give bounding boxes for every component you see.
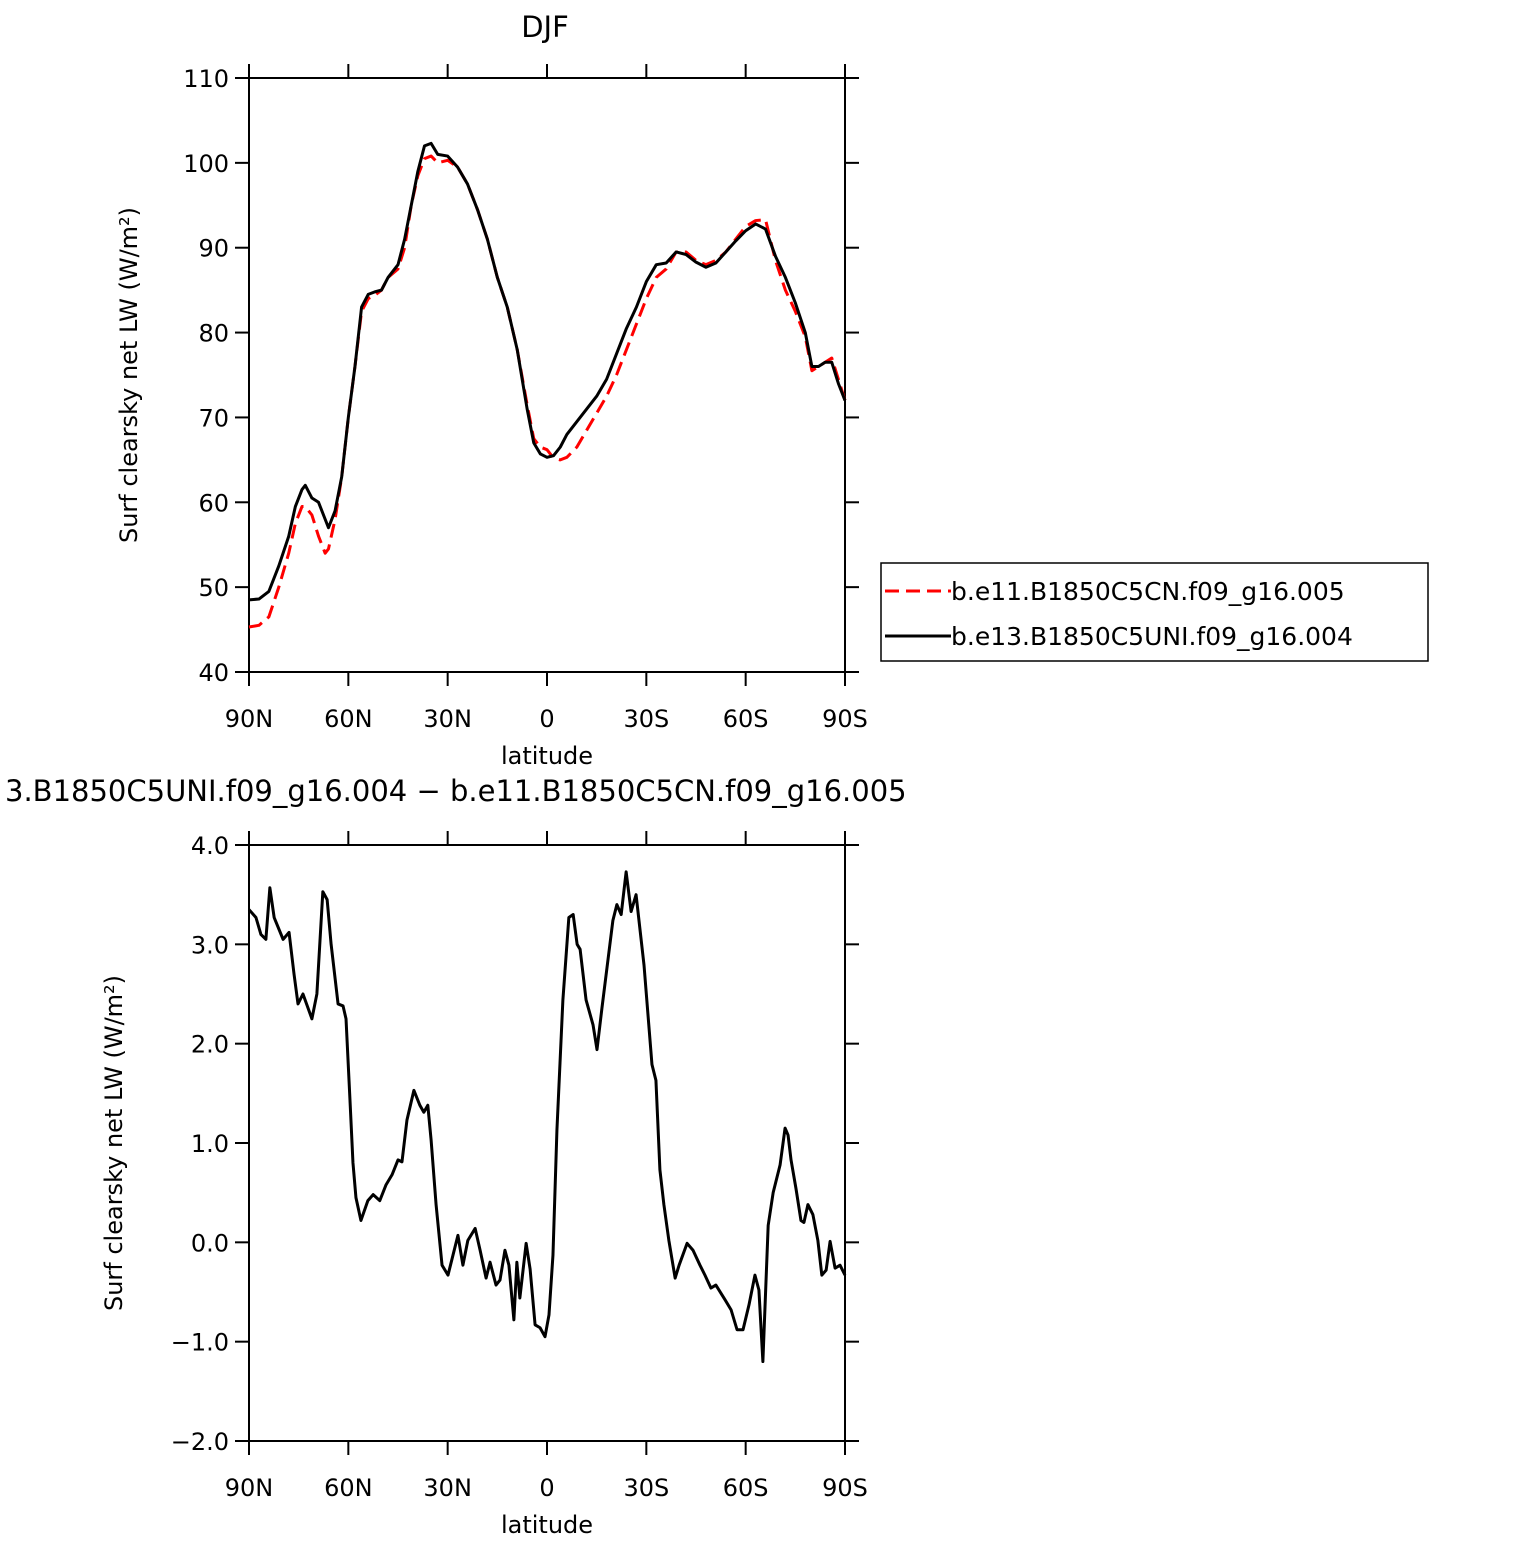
x-axis-label: latitude xyxy=(501,1511,593,1539)
legend-label: b.e13.B1850C5UNI.f09_g16.004 xyxy=(951,622,1353,651)
x-axis-label: latitude xyxy=(501,742,593,770)
y-tick-label: 50 xyxy=(198,574,229,602)
y-tick-label: 3.0 xyxy=(191,931,229,959)
x-tick-label: 30N xyxy=(423,705,472,733)
x-tick-label: 30S xyxy=(623,1474,669,1502)
plot-frame xyxy=(248,77,846,673)
x-tick-label: 30S xyxy=(623,705,669,733)
y-tick-label: 70 xyxy=(198,404,229,432)
x-tick-label: 60S xyxy=(723,705,769,733)
y-tick-label: 4.0 xyxy=(191,832,229,860)
y-tick-label: 0.0 xyxy=(191,1229,229,1257)
data-line xyxy=(248,154,847,629)
y-tick-label: −1.0 xyxy=(171,1329,229,1357)
legend-box xyxy=(880,562,1429,662)
y-tick-label: −2.0 xyxy=(171,1428,229,1456)
x-tick-label: 90N xyxy=(225,1474,274,1502)
x-tick-label: 0 xyxy=(539,705,554,733)
chart-title: DJF xyxy=(521,10,569,44)
x-tick-label: 60N xyxy=(324,705,373,733)
y-tick-label: 2.0 xyxy=(191,1031,229,1059)
x-tick-label: 90N xyxy=(225,705,274,733)
y-tick-label: 80 xyxy=(198,320,229,348)
data-line xyxy=(247,870,847,1364)
x-tick-label: 0 xyxy=(539,1474,554,1502)
data-line xyxy=(248,141,847,602)
plot-frame xyxy=(248,844,846,1442)
chart-title: 3.B1850C5UNI.f09_g16.004 − b.e11.B1850C5… xyxy=(5,774,907,808)
y-tick-label: 40 xyxy=(198,659,229,687)
x-tick-label: 60S xyxy=(723,1474,769,1502)
y-axis-label: Surf clearsky net LW (W/m²) xyxy=(115,207,143,543)
x-tick-label: 90S xyxy=(822,1474,868,1502)
y-tick-label: 110 xyxy=(183,65,229,93)
y-tick-label: 90 xyxy=(198,235,229,263)
legend-label: b.e11.B1850C5CN.f09_g16.005 xyxy=(951,577,1345,606)
y-axis-label: Surf clearsky net LW (W/m²) xyxy=(100,975,128,1311)
x-tick-label: 30N xyxy=(423,1474,472,1502)
y-tick-label: 1.0 xyxy=(191,1130,229,1158)
x-tick-label: 60N xyxy=(324,1474,373,1502)
x-tick-label: 90S xyxy=(822,705,868,733)
y-tick-label: 60 xyxy=(198,489,229,517)
y-tick-label: 100 xyxy=(183,150,229,178)
